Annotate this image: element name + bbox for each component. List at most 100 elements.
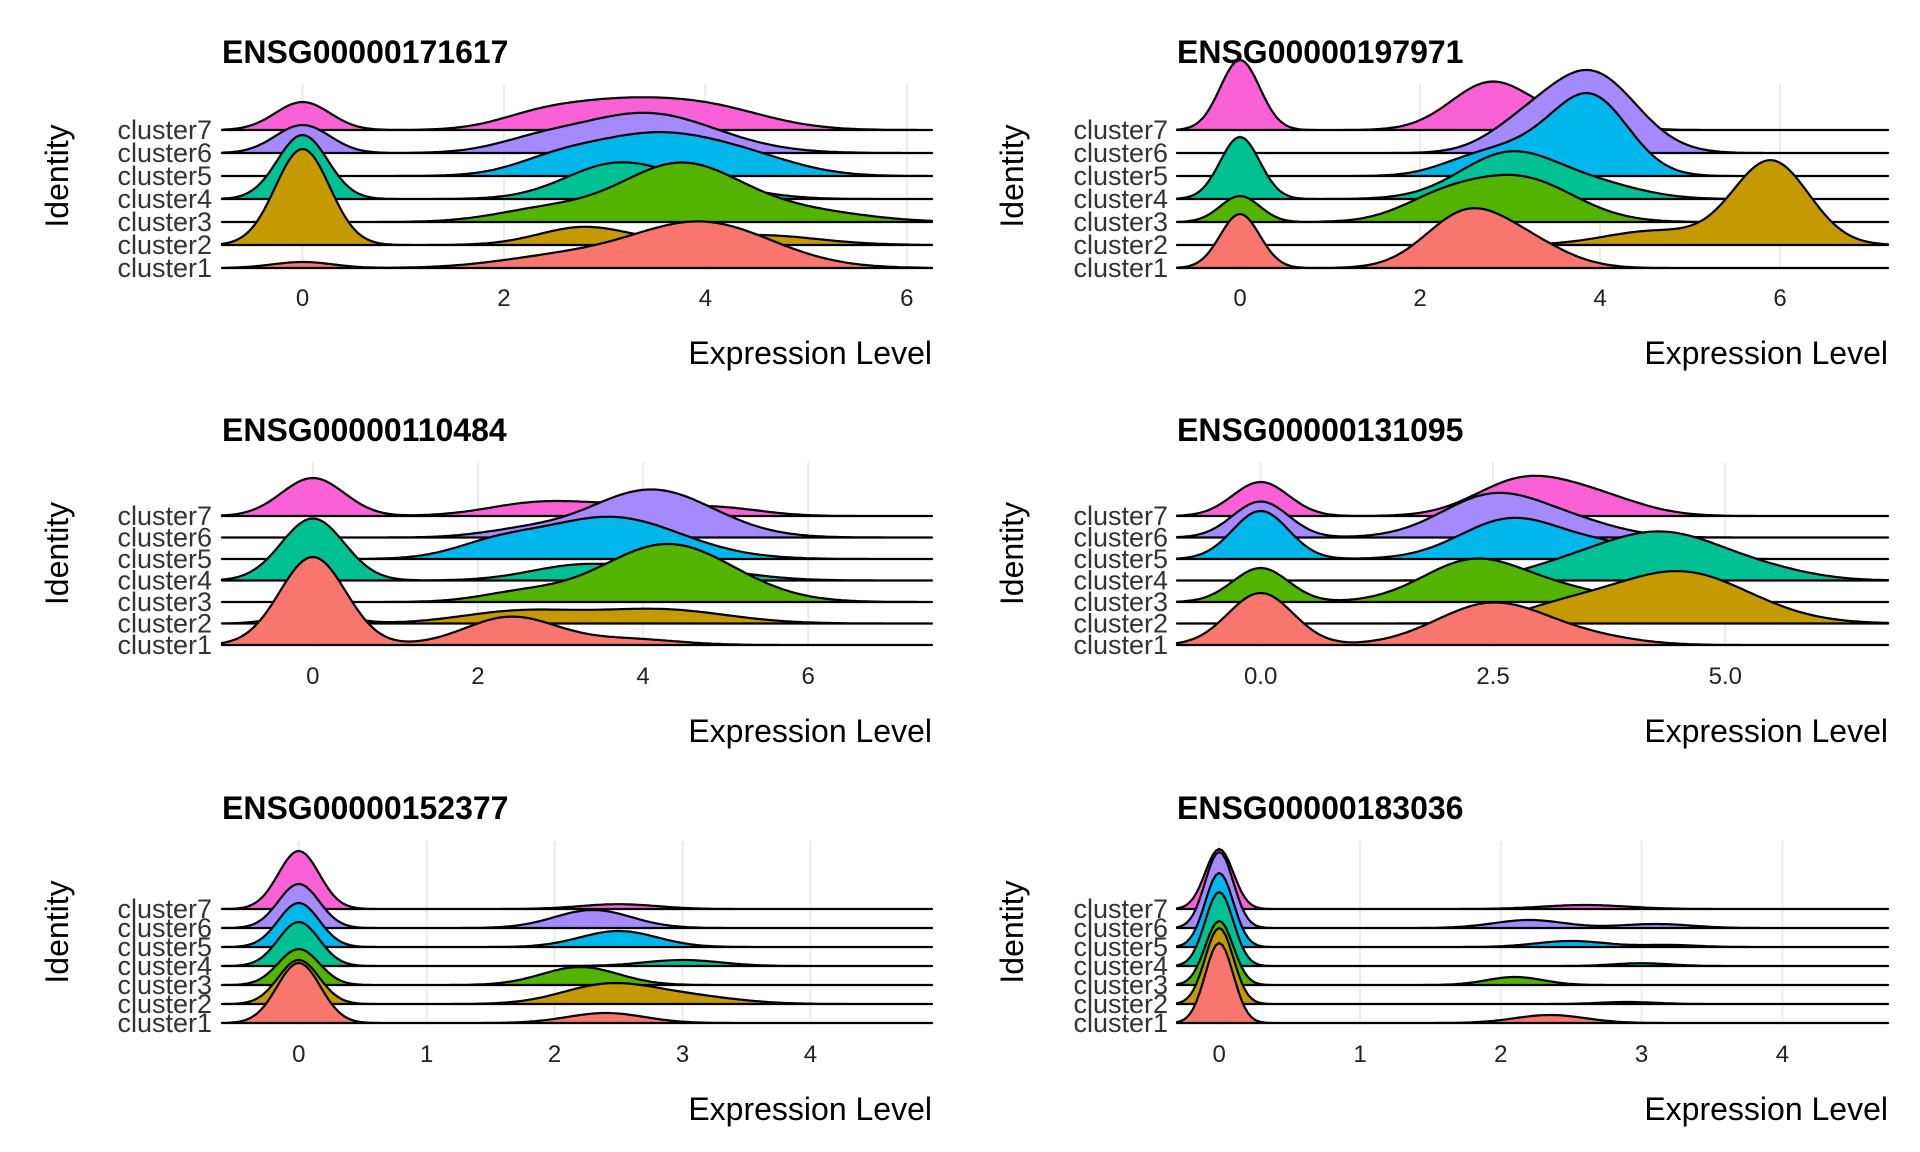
ridge-cluster1 (1175, 941, 1890, 1025)
x-tick-label: 6 (1773, 285, 1786, 312)
x-tick-label: 0 (1233, 285, 1246, 312)
ridge-cluster7 (1175, 474, 1890, 518)
cluster-label: cluster1 (117, 630, 212, 660)
y-axis-title: Identity (994, 880, 1030, 983)
ridge-cluster1 (220, 961, 934, 1025)
cluster-label: cluster7 (117, 501, 212, 531)
cluster-label: cluster2 (1073, 230, 1168, 260)
ridge-cluster1 (220, 555, 934, 647)
cluster-label: cluster6 (1073, 138, 1168, 168)
x-tick-label: 6 (900, 285, 913, 312)
ridge-cluster6 (220, 111, 934, 155)
ridge-cluster7 (220, 96, 934, 132)
ridge-panel-2: cluster7cluster6cluster5cluster4cluster3… (994, 34, 1890, 371)
ridge-cluster2 (1175, 926, 1890, 1006)
ridge-cluster5 (1175, 871, 1890, 949)
panel-title: ENSG00000110484 (222, 412, 507, 448)
x-tick-label: 0 (306, 663, 319, 690)
ridge-panel-4: cluster7cluster6cluster5cluster4cluster3… (994, 412, 1890, 749)
ridge-cluster4 (1175, 890, 1890, 968)
y-axis-title: Identity (994, 502, 1030, 605)
x-tick-label: 4 (636, 663, 649, 690)
cluster-label: cluster6 (1073, 523, 1168, 553)
cluster-label: cluster1 (117, 253, 212, 283)
panel-title: ENSG00000183036 (1177, 790, 1463, 826)
ridge-cluster1 (1175, 591, 1890, 647)
ridge-cluster6 (1175, 68, 1890, 155)
x-tick-label: 4 (1593, 285, 1606, 312)
cluster-label: cluster4 (1073, 184, 1168, 214)
cluster-label: cluster3 (1073, 207, 1168, 237)
cluster-label: cluster7 (1073, 894, 1168, 924)
cluster-label: cluster4 (117, 951, 212, 981)
cluster-label: cluster2 (117, 989, 212, 1019)
x-tick-label: 1 (420, 1041, 433, 1068)
x-tick-label: 0 (292, 1041, 305, 1068)
x-axis-title: Expression Level (688, 1091, 932, 1127)
panel-title: ENSG00000197971 (1177, 34, 1463, 70)
cluster-label: cluster7 (117, 894, 212, 924)
x-axis-title: Expression Level (1644, 713, 1888, 749)
cluster-label: cluster7 (1073, 115, 1168, 145)
ridge-cluster5 (220, 131, 934, 178)
x-axis-title: Expression Level (688, 335, 932, 371)
cluster-label: cluster2 (1073, 609, 1168, 639)
y-axis-title: Identity (39, 502, 75, 605)
x-tick-label: 6 (801, 663, 814, 690)
x-tick-label: 3 (676, 1041, 689, 1068)
panel-title: ENSG00000171617 (222, 34, 508, 70)
x-tick-label: 2 (497, 285, 510, 312)
cluster-label: cluster3 (1073, 587, 1168, 617)
x-tick-label: 4 (1776, 1041, 1789, 1068)
y-axis-title: Identity (39, 880, 75, 983)
cluster-label: cluster5 (1073, 161, 1168, 191)
ridge-panel-3: cluster7cluster6cluster5cluster4cluster3… (39, 412, 934, 749)
cluster-label: cluster4 (1073, 566, 1168, 596)
cluster-label: cluster4 (117, 184, 212, 214)
cluster-label: cluster3 (117, 587, 212, 617)
panel-title: ENSG00000131095 (1177, 412, 1463, 448)
cluster-label: cluster5 (117, 161, 212, 191)
x-tick-label: 1 (1353, 1041, 1366, 1068)
x-tick-label: 0.0 (1244, 663, 1277, 690)
ridge-panel-6: cluster7cluster6cluster5cluster4cluster3… (994, 790, 1890, 1127)
ridge-cluster6 (1175, 491, 1890, 539)
x-axis-title: Expression Level (1644, 1091, 1888, 1127)
ridge-cluster5 (1175, 509, 1890, 561)
cluster-label: cluster6 (117, 913, 212, 943)
x-tick-label: 2 (471, 663, 484, 690)
cluster-label: cluster6 (1073, 913, 1168, 943)
ridge-cluster6 (1175, 850, 1890, 930)
cluster-label: cluster2 (1073, 989, 1168, 1019)
cluster-label: cluster5 (117, 932, 212, 962)
cluster-label: cluster3 (117, 207, 212, 237)
cluster-label: cluster2 (117, 609, 212, 639)
cluster-label: cluster2 (117, 230, 212, 260)
ridge-cluster4 (1175, 530, 1890, 582)
cluster-label: cluster1 (1073, 1008, 1168, 1038)
cluster-label: cluster6 (117, 138, 212, 168)
cluster-label: cluster1 (1073, 253, 1168, 283)
x-tick-label: 2 (1413, 285, 1426, 312)
x-tick-label: 2 (548, 1041, 561, 1068)
x-tick-label: 4 (804, 1041, 817, 1068)
x-axis-title: Expression Level (1644, 335, 1888, 371)
cluster-label: cluster5 (117, 544, 212, 574)
ridge-cluster7 (220, 476, 934, 518)
y-axis-title: Identity (39, 124, 75, 227)
x-tick-label: 4 (699, 285, 712, 312)
cluster-label: cluster6 (117, 523, 212, 553)
ridge-cluster3 (1175, 919, 1890, 987)
cluster-label: cluster3 (117, 970, 212, 1000)
x-tick-label: 2 (1494, 1041, 1507, 1068)
cluster-label: cluster7 (1073, 501, 1168, 531)
ridge-panel-1: cluster7cluster6cluster5cluster4cluster3… (39, 34, 934, 371)
cluster-label: cluster1 (117, 1008, 212, 1038)
x-tick-label: 0 (1213, 1041, 1226, 1068)
cluster-label: cluster4 (1073, 951, 1168, 981)
ridge-cluster1 (1175, 207, 1890, 270)
x-tick-label: 0 (296, 285, 309, 312)
x-tick-label: 3 (1635, 1041, 1648, 1068)
ridge-panel-5: cluster7cluster6cluster5cluster4cluster3… (39, 790, 934, 1127)
